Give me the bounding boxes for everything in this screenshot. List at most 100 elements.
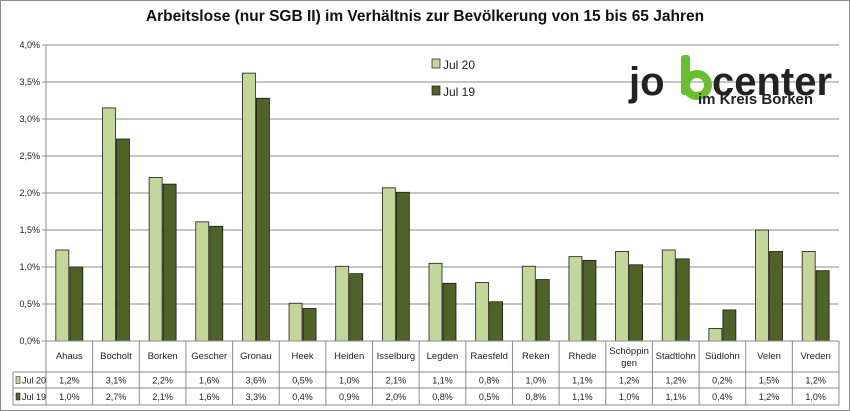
category-label: Bocholt: [100, 351, 132, 362]
bar-jul20: [288, 302, 303, 342]
bar-jul19: [302, 308, 317, 342]
table-cell: 2,7%: [106, 392, 127, 402]
jobcenter-logo: jo center im Kreis Borken: [628, 55, 832, 108]
bar-jul20: [661, 249, 676, 342]
legend: Jul 20 Jul 19: [431, 58, 475, 99]
data-table: Ahaus Bocholt Borken Gescher Gronau Heek Heide…: [12, 340, 840, 406]
bar-jul19: [629, 264, 643, 342]
bar-jul20: [615, 251, 629, 342]
table-cell: 0,5%: [292, 376, 313, 386]
y-tick-label: 4,0%: [19, 40, 40, 50]
table-cell: 1,2%: [59, 376, 80, 386]
logo-text-center: center: [712, 60, 832, 104]
table-cell: 1,2%: [619, 376, 640, 386]
logo-b-mark: [681, 55, 712, 100]
table-cell: 3,6%: [246, 376, 267, 386]
table-cell: 1,2%: [805, 376, 826, 386]
category-label: Reken: [522, 351, 549, 362]
y-tick-label: 2,5%: [19, 151, 40, 161]
logo-text-jo: jo: [628, 60, 665, 104]
bar-jul19: [395, 191, 410, 342]
table-cell: 0,4%: [712, 392, 733, 402]
table-series-name: Jul 20: [22, 376, 46, 386]
table-cell: 0,8%: [432, 392, 453, 402]
bar-jul20: [148, 177, 163, 342]
table-cell: 0,4%: [292, 392, 313, 402]
table-cell: 2,2%: [152, 376, 173, 386]
table-series-name: Jul 19: [22, 392, 46, 402]
table-cell: 1,0%: [526, 376, 547, 386]
category-label: Schöppin: [609, 346, 649, 357]
chart-title: Arbeitslose (nur SGB II) im Verhältnis z…: [145, 8, 705, 25]
y-tick-label: 2,0%: [19, 188, 40, 198]
y-tick-label: 0,5%: [19, 299, 40, 309]
bar-jul20: [801, 251, 816, 342]
category-label: Gronau: [240, 351, 272, 362]
table-cell: 1,2%: [759, 392, 780, 402]
table-cell: 1,1%: [432, 376, 453, 386]
category-label: Legden: [427, 351, 459, 362]
bar-jul19: [675, 258, 690, 342]
table-cell: 1,0%: [339, 376, 360, 386]
bar-jul20: [755, 229, 769, 342]
category-label: Gescher: [191, 351, 227, 362]
table-cell: 1,1%: [572, 376, 593, 386]
bar-jul20: [708, 328, 723, 342]
y-tick-label: 1,0%: [19, 262, 40, 272]
bar-jul19: [769, 251, 783, 342]
logo-subtitle: im Kreis Borken: [698, 91, 813, 108]
table-cell: 1,0%: [619, 392, 640, 402]
bar-jul19: [116, 138, 130, 342]
bar-jul20: [475, 282, 490, 342]
bars: [55, 72, 830, 342]
bar-jul19: [349, 273, 364, 342]
table-legend-key: [15, 392, 21, 401]
y-axis: 0,0% 0,5% 1,0% 1,5% 2,0% 2,5% 3,0% 3,5% 4,0%: [19, 40, 47, 346]
category-label: Südlohn: [705, 351, 740, 362]
table-cell: 1,1%: [665, 392, 686, 402]
category-label: Heiden: [334, 351, 364, 362]
bar-jul20: [428, 262, 443, 342]
bar-jul19: [69, 266, 84, 342]
category-label: Vreden: [801, 351, 831, 362]
table-cell: 1,6%: [199, 376, 220, 386]
y-tick-label: 1,5%: [19, 225, 40, 235]
bar-jul19: [815, 270, 830, 342]
category-label: Borken: [148, 351, 178, 362]
bar-jul19: [256, 97, 270, 342]
category-label: Isselburg: [377, 351, 416, 362]
bar-jul19: [162, 183, 177, 342]
table-cell: 3,1%: [106, 376, 127, 386]
bar-jul20: [55, 249, 70, 342]
table-legend-key: [15, 376, 21, 384]
table-cell: 0,5%: [479, 392, 500, 402]
table-cell: 1,2%: [665, 376, 686, 386]
bar-jul19: [209, 225, 224, 342]
table-cell: 1,6%: [199, 392, 220, 402]
legend-key-jul19: [431, 85, 441, 96]
bar-jul19: [535, 279, 550, 342]
bar-jul20: [242, 72, 256, 342]
bar-jul19: [582, 259, 597, 342]
bar-jul20: [335, 265, 350, 342]
category-label: Velen: [757, 351, 781, 362]
bar-jul19: [722, 309, 737, 342]
y-tick-label: 3,5%: [19, 77, 40, 87]
table-cell: 1,5%: [759, 376, 780, 386]
table-cell: 1,0%: [59, 392, 80, 402]
table-cell: 1,1%: [572, 392, 593, 402]
table-cell: 2,1%: [152, 392, 173, 402]
bar-jul20: [568, 256, 583, 342]
category-label: gen: [621, 358, 637, 369]
bar-jul20: [381, 187, 396, 342]
table-cell: 2,0%: [386, 392, 407, 402]
legend-label-jul20: Jul 20: [443, 58, 475, 72]
category-label: Ahaus: [56, 351, 83, 362]
category-label: Stadtlohn: [656, 351, 696, 362]
bar-jul19: [442, 282, 457, 342]
bar-jul20: [521, 265, 536, 342]
table-cell: 3,3%: [246, 392, 267, 402]
table-cell: 0,2%: [712, 376, 733, 386]
